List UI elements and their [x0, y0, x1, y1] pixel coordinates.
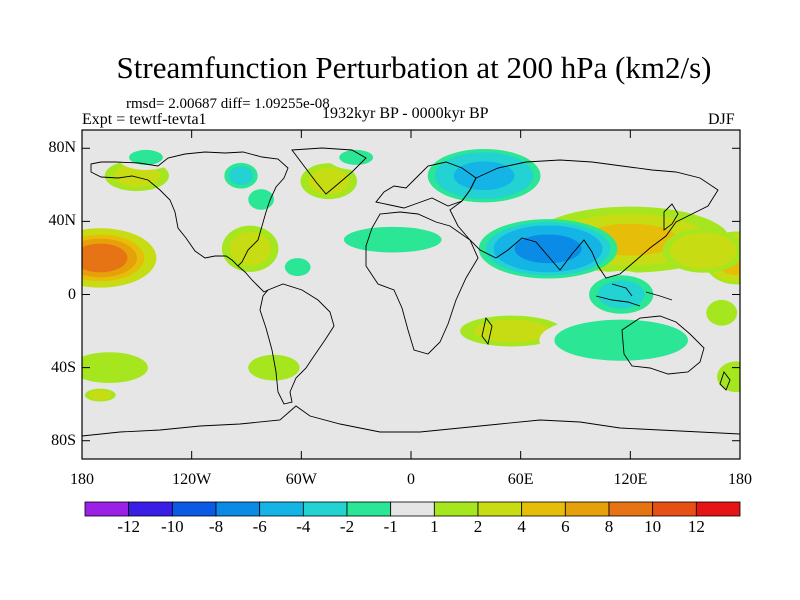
anomaly-0-level-4: [82, 243, 128, 273]
anomaly-10-level-2: [722, 365, 740, 389]
colorbar-label: -2: [339, 517, 355, 536]
x-tick-label: 180: [70, 471, 94, 488]
anomaly-9-level-2: [255, 358, 293, 378]
colorbar-swatch: [433, 501, 479, 517]
colorbar-label: 6: [561, 517, 570, 536]
coast-greenland: [291, 147, 367, 195]
colorbar-swatch: [128, 501, 173, 517]
coast-eurasia: [449, 159, 719, 279]
y-tick-label: 80N: [48, 139, 76, 157]
anomaly-15-level-2: [228, 166, 254, 186]
coast-madagascar: [481, 316, 493, 346]
anomaly-18-level-2: [339, 149, 374, 165]
colorbar-label: 4: [517, 517, 526, 536]
colorbar-swatch: [259, 501, 304, 517]
anomaly-8-level-2: [82, 356, 138, 379]
colorbar-swatch: [346, 501, 392, 517]
anomaly-13-level-4: [453, 161, 515, 191]
colorbar-label: -1: [383, 517, 398, 536]
anomaly-19-level-2: [251, 191, 271, 207]
colorbar-label: -6: [252, 517, 267, 536]
colorbar-swatch: [215, 501, 261, 517]
colorbar-swatch: [84, 501, 130, 517]
x-tick-label: 60E: [507, 471, 534, 488]
colorbar-label: 8: [604, 517, 614, 536]
anomaly-16-level-2: [357, 230, 429, 250]
coast-antarctica: [82, 405, 740, 437]
anomaly-21-level-2: [129, 149, 163, 165]
colorbar-label: -12: [117, 517, 140, 536]
coast-indonesia: [595, 283, 673, 307]
colorbar-label: 12: [687, 517, 705, 536]
anomaly-3-level-2: [679, 237, 728, 264]
colorbar-label: -8: [208, 517, 224, 536]
colorbar-label: -4: [296, 517, 311, 536]
y-tick-label: 40N: [48, 212, 76, 230]
coast-japan: [663, 203, 679, 231]
colorbar-swatch: [695, 501, 741, 517]
anomaly-14-level-2: [597, 280, 645, 309]
anomaly-4-level-2: [113, 164, 161, 187]
colorbar-swatch: [608, 501, 654, 517]
anomaly-17-level-2: [572, 325, 671, 356]
colorbar: [84, 501, 741, 517]
anomaly-20-level-2: [288, 260, 308, 274]
season-label: DJF: [708, 111, 735, 128]
coast-north-america: [90, 151, 289, 267]
colorbar-label: 2: [473, 517, 483, 536]
colorbar-swatch: [390, 501, 435, 517]
x-tick-label: 0: [407, 471, 415, 488]
axis-ticks: [81, 130, 741, 459]
colorbar-swatch: [477, 501, 523, 517]
colorbar-swatch: [171, 501, 217, 517]
experiment-label: Expt = tewtf-tevta1: [82, 111, 207, 128]
anomaly-5-level-2: [308, 168, 350, 195]
coastlines: [82, 147, 740, 437]
anomaly-12-level-4: [514, 234, 582, 264]
coast-south-america: [259, 283, 335, 405]
coast-africa: [365, 211, 479, 355]
map-title: Streamfunction Perturbation at 200 hPa (…: [116, 50, 712, 85]
x-tick-label: 60W: [285, 471, 317, 488]
y-tick-label: 40S: [51, 358, 76, 376]
x-tick-label: 120W: [172, 471, 212, 488]
colorbar-label: 10: [644, 517, 662, 536]
y-tick-label: 0: [68, 285, 76, 303]
colorbar-swatch: [521, 501, 566, 517]
colorbar-swatch: [652, 501, 697, 517]
colorbar-label: 1: [430, 517, 439, 536]
coast-new-zealand: [719, 371, 731, 391]
anomaly-7-level-2: [710, 303, 733, 323]
y-tick-label: 80S: [51, 431, 76, 449]
x-tick-label: 180: [728, 471, 752, 488]
anomaly-6-level-2: [473, 319, 550, 343]
colorbar-swatch: [564, 501, 610, 517]
stats-text: rmsd= 2.00687 diff= 1.09255e-08: [126, 96, 330, 112]
anomaly-contours: [82, 144, 740, 403]
anomaly-22-level-2: [89, 390, 112, 400]
colorbar-label: -10: [160, 517, 184, 536]
x-tick-label: 120E: [613, 471, 648, 488]
anomaly-11-level-2: [229, 231, 271, 266]
colorbar-swatch: [302, 501, 348, 517]
coast-central-america: [237, 265, 269, 293]
coast-australia: [621, 315, 705, 375]
period-label: 1932kyr BP - 0000kyr BP: [322, 105, 489, 122]
